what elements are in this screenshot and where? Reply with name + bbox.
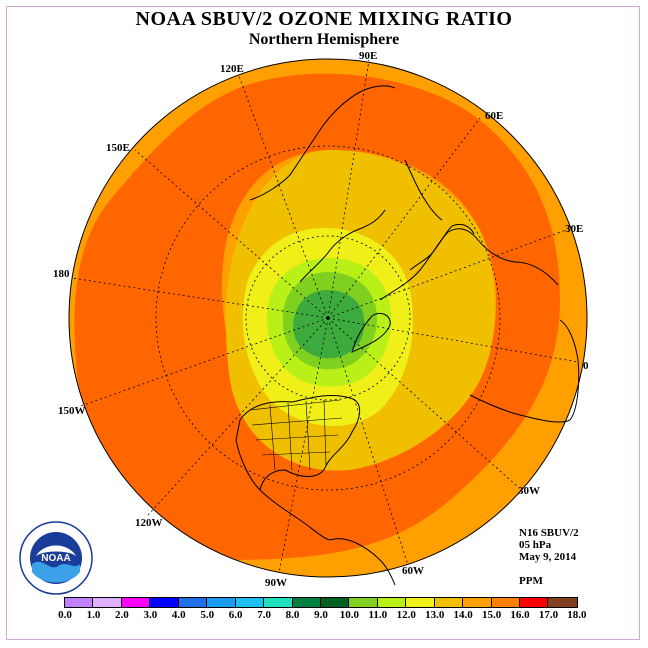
coast-africa <box>469 319 580 423</box>
coast-asia-east <box>249 85 396 201</box>
color-scale-tick-label: 13.0 <box>425 609 445 621</box>
hemisphere-boundary <box>68 58 588 578</box>
color-scale-tick-label: 7.0 <box>257 609 271 621</box>
coast-siberia <box>299 209 386 283</box>
color-swatch <box>406 598 435 607</box>
lon-label-150e: 150E <box>106 142 130 154</box>
color-scale-tick-label: 12.0 <box>396 609 416 621</box>
date-label: May 9, 2014 <box>519 551 577 563</box>
color-swatch <box>178 598 208 607</box>
color-swatch <box>520 598 549 607</box>
color-swatch <box>463 598 492 607</box>
meridian <box>327 59 370 319</box>
color-scale-tick-label: 15.0 <box>481 609 502 621</box>
lat-circle-60 <box>245 235 411 401</box>
meridian <box>327 317 579 363</box>
map-subtitle: Northern Hemisphere <box>248 31 400 48</box>
coast-eurasia-north <box>379 228 559 301</box>
color-swatch <box>65 598 94 607</box>
lon-label-30w: 30W <box>518 485 540 497</box>
color-scale-tick-label: 4.0 <box>171 609 186 621</box>
color-swatch <box>377 598 407 607</box>
color-swatch <box>93 598 122 607</box>
graticule <box>71 59 579 574</box>
meridian <box>327 317 409 566</box>
color-scale-tick-label: 6.0 <box>228 609 243 621</box>
color-scale-tick-label: 11.0 <box>368 609 388 621</box>
color-scale-tick-label: 5.0 <box>200 609 215 621</box>
color-scale-bar <box>64 597 578 608</box>
lon-label-90e: 90E <box>359 50 378 62</box>
field-band-9 <box>293 290 365 359</box>
map-title: NOAA SBUV/2 OZONE MIXING RATIO <box>135 8 513 30</box>
meridian <box>327 229 567 319</box>
coast-north-america <box>235 395 361 492</box>
lon-label-180: 180 <box>53 268 70 280</box>
color-scale-tick-label: 8.0 <box>285 609 300 621</box>
meridian <box>327 117 481 319</box>
coast-south-america <box>329 538 396 586</box>
pressure-level-label: 05 hPa <box>519 539 552 551</box>
color-scale-tick-label: 14.0 <box>453 609 473 621</box>
units-label: PPM <box>519 575 543 587</box>
color-scale-tick-label: 10.0 <box>339 609 360 621</box>
lon-label-60e: 60E <box>485 110 504 122</box>
color-swatch <box>491 598 520 607</box>
field-band-15 <box>74 73 560 560</box>
color-scale-tick-label: 3.0 <box>143 609 158 621</box>
color-scale-tick-label: 16.0 <box>510 609 530 621</box>
color-swatch <box>121 598 151 607</box>
color-swatch <box>320 598 350 607</box>
meridian <box>327 317 518 487</box>
coast-greenland <box>351 312 391 353</box>
color-swatch <box>207 598 236 607</box>
color-swatch <box>235 598 265 607</box>
lon-label-60w: 60W <box>402 565 424 577</box>
color-swatch <box>434 598 464 607</box>
color-swatch <box>349 598 378 607</box>
lon-label-120w: 120W <box>135 517 163 529</box>
noaa-logo-text: NOAA <box>41 553 70 564</box>
color-scale-tick-label: 1.0 <box>86 609 101 621</box>
lon-label-30e: 30E <box>565 223 584 235</box>
color-swatch <box>264 598 293 607</box>
lat-circle-30 <box>155 145 501 491</box>
coast-europe <box>409 223 475 271</box>
color-swatch <box>150 598 179 607</box>
color-scale-tick-label: 0.0 <box>58 609 72 621</box>
noaa-logo: NOAA <box>19 521 93 595</box>
us-states-grid <box>249 399 343 471</box>
coastlines <box>235 85 580 586</box>
coast-central-america <box>259 489 331 541</box>
color-scale-tick-label: 17.0 <box>538 609 559 621</box>
lon-label-150w: 150W <box>58 405 86 417</box>
color-scale-tick-label: 18.0 <box>567 609 587 621</box>
lon-label-120e: 120E <box>220 63 244 75</box>
color-scale-tick-label: 9.0 <box>314 609 328 621</box>
ozone-field <box>69 59 587 577</box>
meridian <box>278 317 329 574</box>
lon-label-90w: 90W <box>265 577 287 589</box>
coast-india <box>404 159 443 221</box>
meridian <box>77 317 329 408</box>
lon-label-0: 0 <box>583 360 589 372</box>
figure-frame <box>6 6 640 640</box>
meridian <box>71 277 329 319</box>
color-swatch <box>548 598 577 607</box>
satellite-label: N16 SBUV/2 <box>519 527 579 539</box>
color-swatch <box>292 598 321 607</box>
color-scale-tick-label: 2.0 <box>115 609 129 621</box>
